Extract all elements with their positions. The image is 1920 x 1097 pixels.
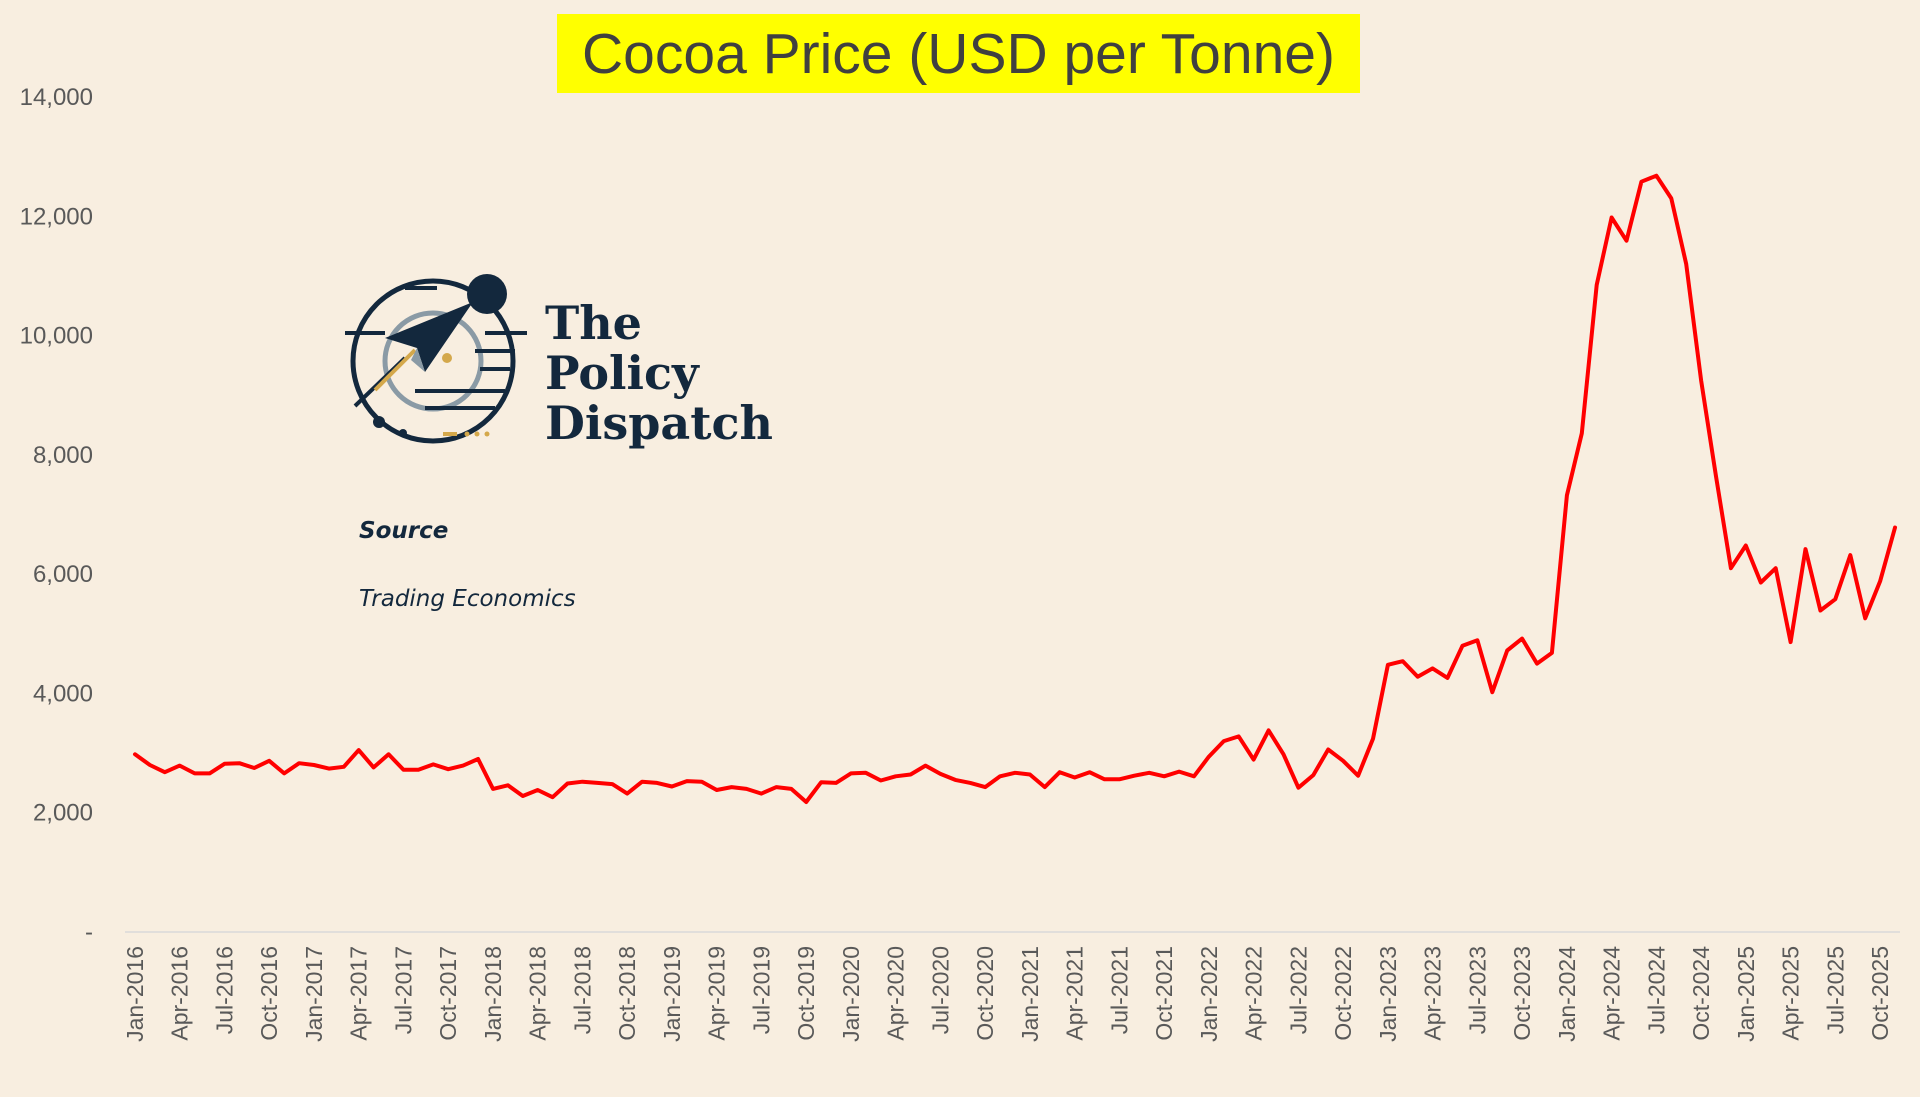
x-tick-label: Apr-2016	[167, 946, 193, 1041]
x-tick-label: Jul-2020	[927, 946, 953, 1034]
x-tick-label: Jan-2022	[1196, 946, 1222, 1042]
source-value: Trading Economics	[359, 586, 576, 612]
x-tick-label: Oct-2019	[793, 946, 819, 1041]
x-tick-label: Jan-2025	[1733, 946, 1759, 1042]
x-tick-label: Jul-2017	[390, 946, 416, 1034]
y-tick-label: 6,000	[33, 561, 93, 588]
x-tick-label: Jan-2024	[1554, 946, 1580, 1042]
x-tick-label: Jul-2018	[569, 946, 595, 1034]
source-label: Source	[359, 518, 449, 544]
y-tick-label: 8,000	[33, 442, 93, 469]
x-axis-ticks: Jan-2016 Apr-2016 Jul-2016 Oct-2016 Jan-2017…	[122, 946, 1893, 1042]
y-tick-label: 12,000	[20, 203, 93, 230]
y-tick-label: 14,000	[20, 84, 93, 111]
x-tick-label: Oct-2017	[435, 946, 461, 1041]
chart-title-highlight: Cocoa Price (USD per Tonne)	[557, 14, 1360, 93]
policy-dispatch-logo: The Policy Dispatch	[345, 258, 773, 468]
y-tick-label: 10,000	[20, 323, 93, 350]
x-tick-label: Apr-2021	[1062, 946, 1088, 1041]
y-axis-ticks: - 2,000 4,000 6,000 8,000 10,000 12,000 14,000	[20, 84, 93, 946]
x-tick-label: Apr-2022	[1241, 946, 1267, 1041]
x-tick-label: Apr-2017	[346, 946, 372, 1041]
logo-line-2: Policy	[545, 346, 699, 400]
chart-title: Cocoa Price (USD per Tonne)	[582, 21, 1335, 86]
x-tick-label: Jul-2021	[1106, 946, 1132, 1034]
logo-wordmark: The Policy Dispatch	[545, 298, 773, 448]
x-tick-label: Jul-2022	[1285, 946, 1311, 1034]
x-tick-label: Apr-2023	[1420, 946, 1446, 1041]
x-tick-label: Jan-2021	[1017, 946, 1043, 1042]
x-tick-label: Apr-2025	[1778, 946, 1804, 1041]
x-tick-label: Jan-2023	[1375, 946, 1401, 1042]
x-tick-label: Oct-2025	[1867, 946, 1893, 1041]
x-tick-label: Oct-2023	[1509, 946, 1535, 1041]
x-tick-label: Jan-2018	[480, 946, 506, 1042]
x-tick-label: Oct-2018	[614, 946, 640, 1041]
x-tick-label: Oct-2022	[1330, 946, 1356, 1041]
cocoa-price-line	[133, 173, 1897, 804]
x-tick-label: Jul-2025	[1822, 946, 1848, 1034]
x-tick-label: Oct-2024	[1688, 946, 1714, 1041]
x-tick-label: Jul-2016	[211, 946, 237, 1034]
y-tick-label: 4,000	[33, 680, 93, 707]
x-tick-label: Apr-2024	[1599, 946, 1625, 1041]
x-tick-label: Apr-2020	[883, 946, 909, 1041]
x-tick-label: Jul-2023	[1464, 946, 1490, 1034]
x-tick-label: Oct-2021	[1151, 946, 1177, 1041]
x-tick-label: Jan-2020	[838, 946, 864, 1042]
y-tick-label: 2,000	[33, 800, 93, 827]
paper-plane-emblem-icon	[345, 274, 527, 444]
x-tick-label: Jul-2019	[748, 946, 774, 1034]
x-tick-label: Jan-2016	[122, 946, 148, 1042]
x-tick-label: Apr-2018	[525, 946, 551, 1041]
y-tick-label: -	[85, 919, 93, 946]
x-tick-label: Jul-2024	[1643, 946, 1669, 1034]
x-tick-label: Jan-2017	[301, 946, 327, 1042]
x-tick-label: Apr-2019	[704, 946, 730, 1041]
logo-line-3: Dispatch	[545, 396, 773, 450]
x-tick-label: Jan-2019	[659, 946, 685, 1042]
x-tick-label: Oct-2020	[972, 946, 998, 1041]
x-tick-label: Oct-2016	[256, 946, 282, 1041]
logo-line-1: The	[545, 296, 642, 350]
